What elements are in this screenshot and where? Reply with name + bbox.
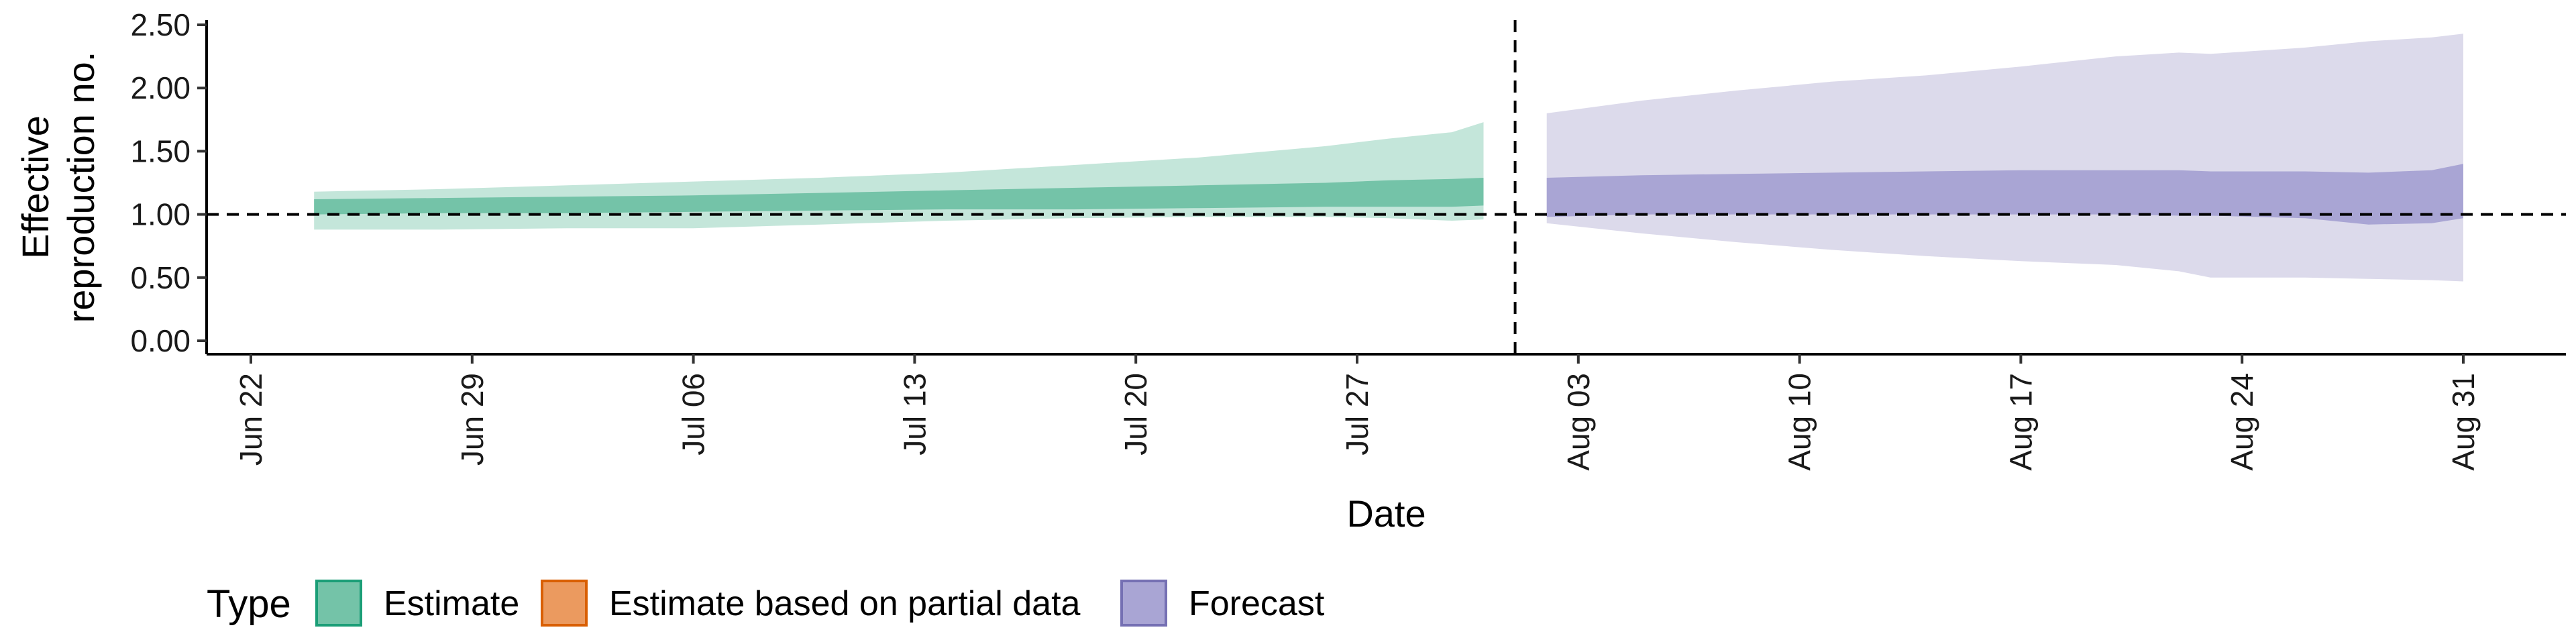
y-axis-ticks: 0.00 0.50 1.00 1.50 2.00 2.50 bbox=[130, 7, 207, 358]
axes bbox=[205, 20, 2566, 356]
estimate-inner-band bbox=[314, 178, 1484, 215]
x-tick-label: Jun 29 bbox=[455, 373, 490, 466]
uncertainty-bands bbox=[314, 34, 2463, 282]
y-tick-label: 0.00 bbox=[130, 323, 191, 358]
x-tick-label: Jun 22 bbox=[233, 373, 268, 466]
x-tick-label: Aug 03 bbox=[1561, 373, 1596, 471]
legend: Type Estimate Estimate based on partial d… bbox=[207, 580, 1325, 627]
legend-label-estimate-based-on-partial-data: Estimate based on partial data bbox=[609, 584, 1081, 623]
x-tick-label: Aug 24 bbox=[2224, 373, 2259, 471]
y-tick-label: 2.50 bbox=[130, 7, 191, 42]
y-axis-title: Effective reproduction no. bbox=[14, 52, 102, 323]
x-tick-label: Jul 27 bbox=[1340, 373, 1375, 455]
y-axis-title-line-2: reproduction no. bbox=[60, 52, 102, 323]
legend-key-estimate-based-on-partial-data bbox=[541, 580, 588, 627]
legend-label-estimate: Estimate bbox=[384, 584, 519, 623]
x-axis-title: Date bbox=[1346, 492, 1426, 535]
x-tick-label: Jul 13 bbox=[897, 373, 932, 455]
x-tick-label: Aug 31 bbox=[2446, 373, 2481, 471]
x-tick-label: Aug 17 bbox=[2003, 373, 2038, 471]
x-tick-label: Jul 06 bbox=[676, 373, 711, 455]
legend-key-estimate bbox=[315, 580, 362, 627]
reference-lines bbox=[207, 20, 2566, 354]
forecast-outer-band bbox=[1546, 34, 2463, 282]
legend-label-forecast: Forecast bbox=[1189, 584, 1325, 623]
x-axis-ticks: Jun 22 Jun 29 Jul 06 Jul 13 Jul 20 Jul 27 Aug … bbox=[233, 354, 2481, 471]
legend-key-forecast bbox=[1120, 580, 1167, 627]
x-tick-label: Jul 20 bbox=[1118, 373, 1153, 455]
x-tick-label: Aug 10 bbox=[1782, 373, 1817, 471]
y-axis-title-line-1: Effective bbox=[14, 115, 56, 259]
forecast-inner-band bbox=[1546, 164, 2463, 225]
y-tick-label: 0.50 bbox=[130, 260, 191, 295]
y-tick-label: 2.00 bbox=[130, 70, 191, 105]
y-tick-label: 1.50 bbox=[130, 133, 191, 168]
y-tick-label: 1.00 bbox=[130, 197, 191, 232]
legend-title: Type bbox=[207, 582, 291, 626]
